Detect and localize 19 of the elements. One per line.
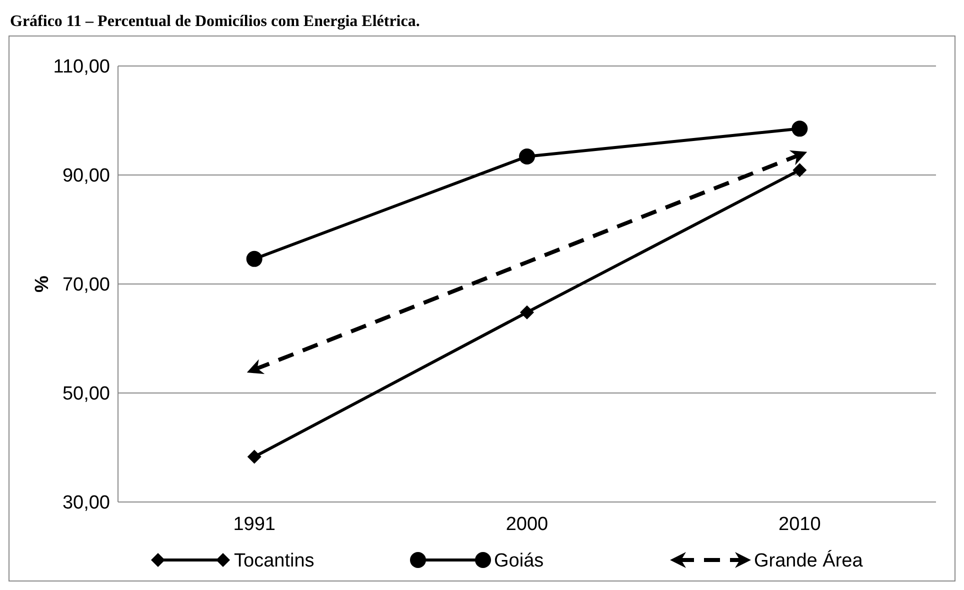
y-tick-label: 30,00 (62, 492, 110, 514)
y-tick-label: 110,00 (53, 56, 110, 78)
y-tick-label: 90,00 (62, 166, 110, 187)
legend-label: Grande Área (754, 550, 864, 572)
y-tick-label: 50,00 (62, 384, 110, 405)
point (247, 450, 262, 464)
point (520, 305, 534, 320)
y-axis-title: % (32, 275, 53, 292)
point (246, 250, 262, 267)
x-tick-label: 2010 (778, 514, 821, 535)
legend-label: Goiás (494, 550, 544, 572)
chart-title: Gráfico 11 – Percentual de Domicílios com Energia Elétrica. (10, 13, 420, 30)
x-tick-label: 2000 (506, 514, 548, 535)
point (792, 163, 807, 178)
x-tick-label: 1991 (233, 514, 276, 535)
legend-label: Tocantins (234, 550, 314, 572)
point (519, 148, 535, 164)
point (792, 120, 808, 137)
y-tick-label: 70,00 (62, 274, 110, 296)
